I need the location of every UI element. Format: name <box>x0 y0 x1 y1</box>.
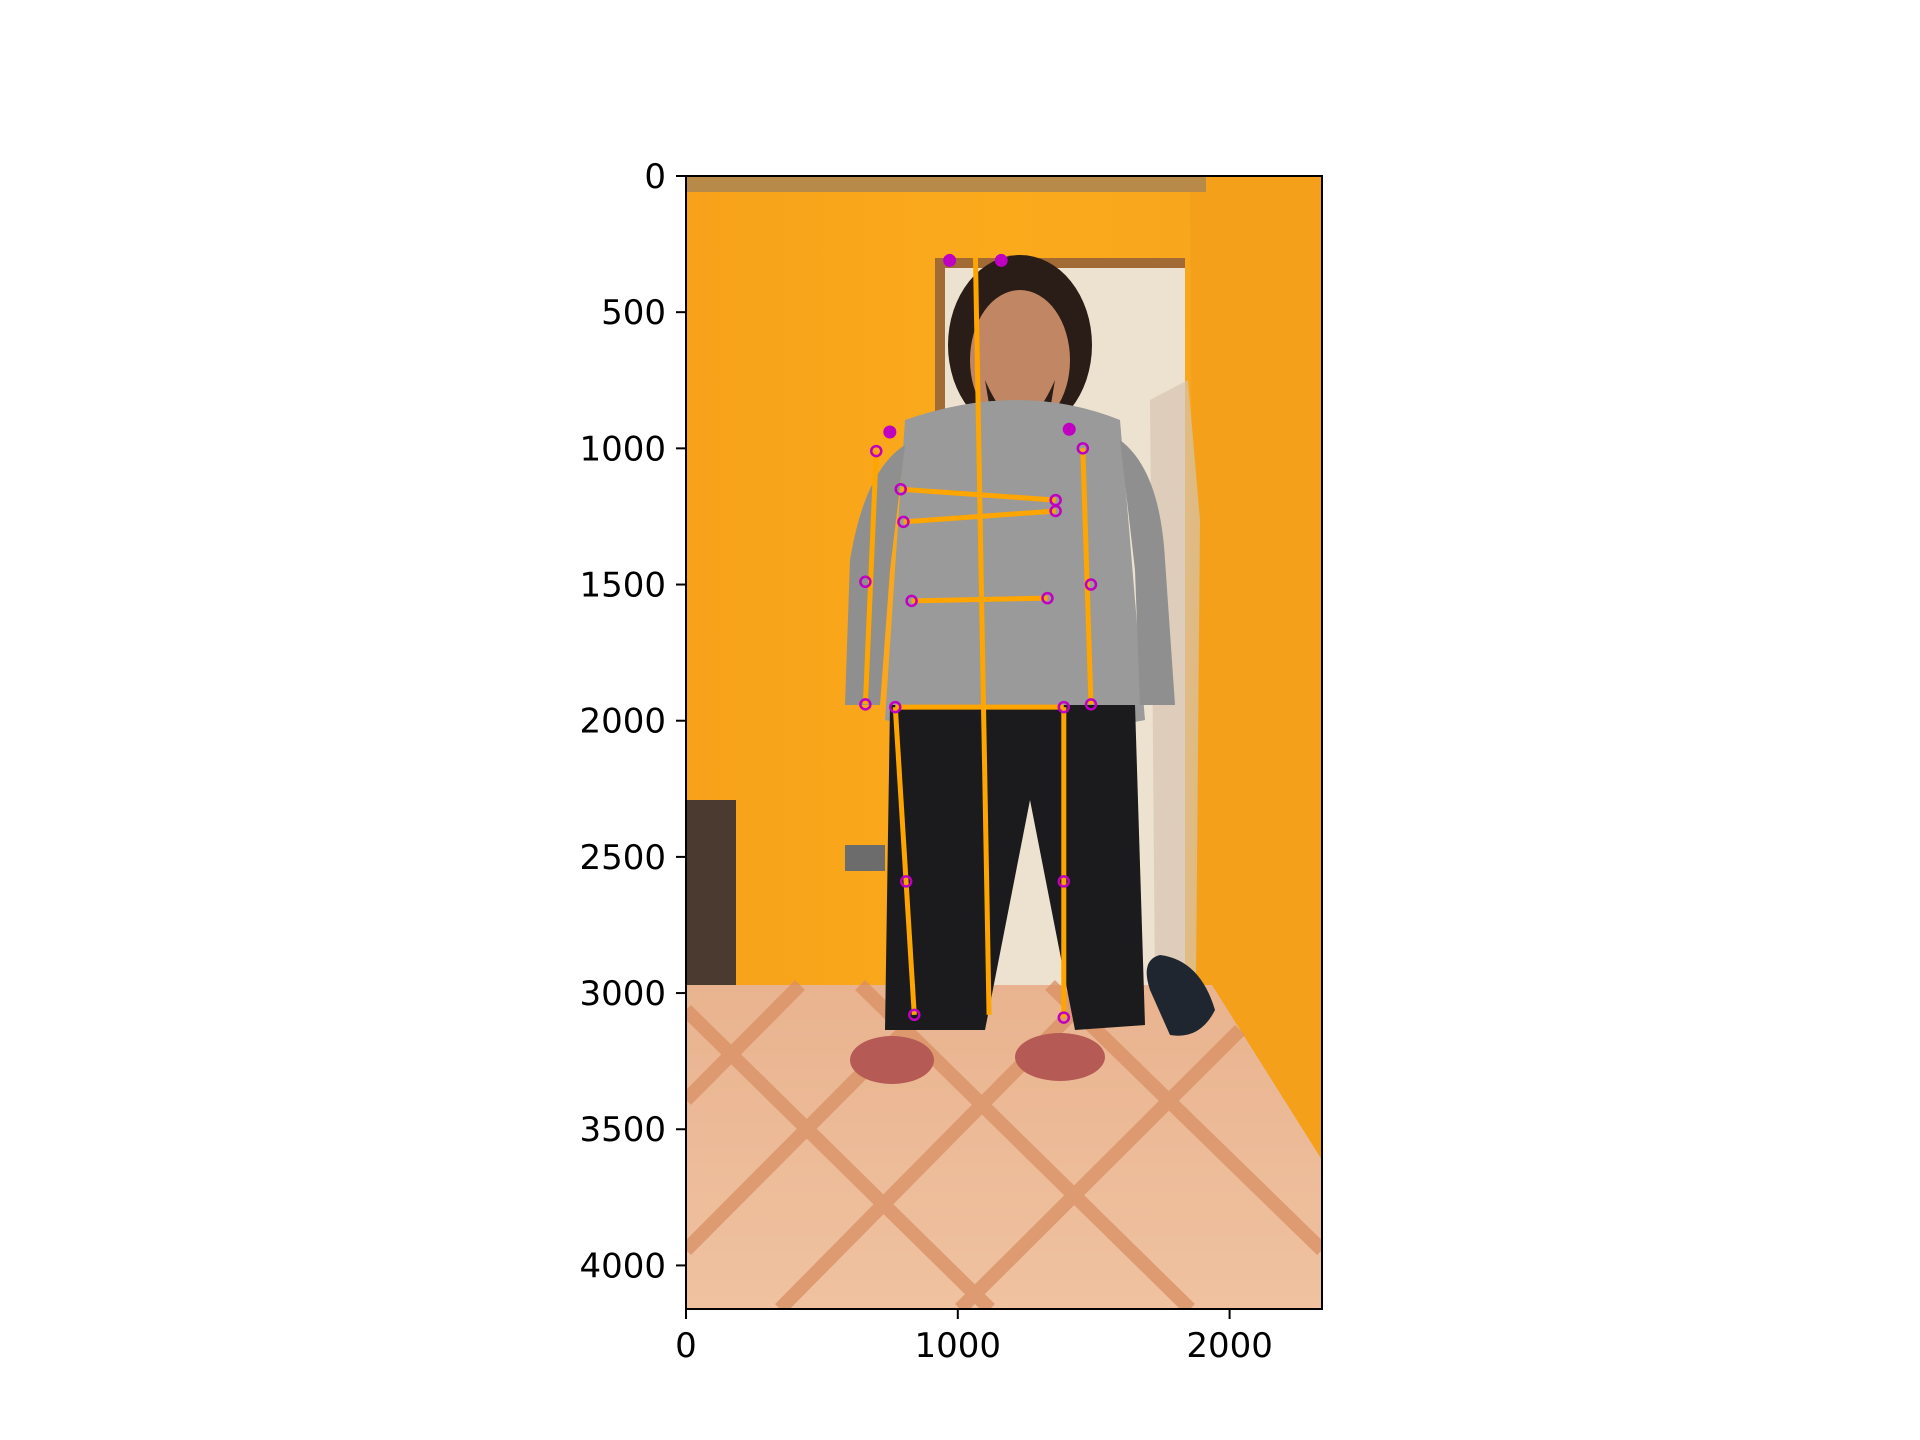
keypoint-20 <box>908 1008 921 1022</box>
keypoint-1 <box>994 253 1008 267</box>
y-tick-label-3: 1500 <box>579 566 666 606</box>
keypoint-3 <box>1062 422 1076 436</box>
keypoint-8 <box>897 515 910 529</box>
skeleton-segment-5 <box>911 595 1048 604</box>
keypoint-12 <box>905 594 918 608</box>
y-tick-label-1: 500 <box>601 293 666 333</box>
axes-frame <box>685 175 1323 1310</box>
keypoint-16 <box>889 700 902 714</box>
keypoint-2 <box>883 425 897 439</box>
skeleton-segment-1 <box>862 450 879 705</box>
keypoint-18 <box>899 875 913 888</box>
y-tick-label-6: 3000 <box>579 974 666 1014</box>
y-tick-label-0: 0 <box>644 157 666 197</box>
keypoint-9 <box>1049 504 1062 518</box>
x-tick-label-1: 1000 <box>915 1326 1002 1366</box>
y-tick-label-4: 2000 <box>579 702 666 742</box>
keypoint-11 <box>1084 578 1098 591</box>
keypoint-markers <box>859 253 1098 1024</box>
keypoint-21 <box>1057 1011 1071 1024</box>
skeleton-segment-4 <box>903 508 1056 525</box>
keypoint-19 <box>1057 875 1071 888</box>
x-tick-label-0: 0 <box>675 1326 697 1366</box>
keypoint-13 <box>1041 591 1054 605</box>
keypoint-5 <box>1076 442 1090 455</box>
x-tick-label-2: 2000 <box>1186 1326 1273 1366</box>
skeleton-segment-2 <box>1080 448 1094 705</box>
skeleton-lines <box>862 257 1094 1018</box>
keypoint-14 <box>859 698 872 711</box>
photo-background <box>686 176 1322 1309</box>
keypoint-4 <box>870 444 883 458</box>
keypoint-0 <box>943 253 957 267</box>
keypoint-6 <box>894 482 907 496</box>
keypoint-17 <box>1057 700 1071 714</box>
x-axis: 0 1000 2000 <box>675 1309 1273 1366</box>
y-tick-label-5: 2500 <box>579 838 666 878</box>
y-tick-label-2: 1000 <box>579 429 666 469</box>
keypoint-10 <box>859 575 872 589</box>
keypoint-15 <box>1084 698 1098 711</box>
y-axis: 0 500 1000 1500 2000 2500 3000 3500 4000 <box>579 157 686 1286</box>
skeleton-segment-3 <box>900 486 1056 503</box>
skeleton-segment-0 <box>972 257 992 1015</box>
y-tick-label-7: 3500 <box>579 1110 666 1150</box>
skeleton-segment-7 <box>892 706 917 1016</box>
y-tick-label-8: 4000 <box>579 1246 666 1286</box>
